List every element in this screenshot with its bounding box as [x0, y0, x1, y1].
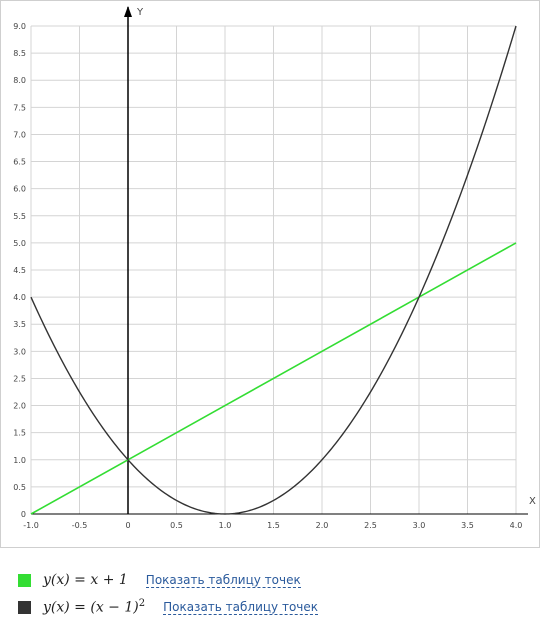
- y-tick-label-0: 0: [21, 510, 26, 519]
- x-axis-label: X: [529, 496, 536, 507]
- show-points-table-link-2[interactable]: Показать таблицу точек: [163, 599, 319, 615]
- x-tick-label-0: -1.0: [23, 521, 39, 530]
- y-tick-label-10: 5.0: [13, 239, 26, 248]
- y-tick-label-18: 9.0: [13, 22, 26, 31]
- y-tick-label-11: 5.5: [13, 212, 26, 221]
- y-axis-arrow: [124, 6, 132, 17]
- legend-item-1: y(x) = x + 1 Показать таблицу точек: [18, 569, 301, 591]
- legend-formula-1: y(x) = x + 1: [43, 572, 128, 588]
- x-tick-label-10: 4.0: [510, 521, 523, 530]
- x-tick-label-9: 3.5: [461, 521, 474, 530]
- x-tick-label-2: 0: [125, 521, 130, 530]
- legend-formula-2: y(x) = (x − 1)2: [43, 598, 146, 616]
- x-tick-label-4: 1.0: [219, 521, 232, 530]
- y-tick-label-17: 8.5: [13, 49, 26, 58]
- y-axis-label: Y: [136, 7, 144, 18]
- legend-item-2: y(x) = (x − 1)2 Показать таблицу точек: [18, 596, 319, 618]
- function-graph: X Y -1.0 -0.5 0 0.5 1.0 1.5 2.0 2.5 3.0 3.5 4.0 0 0.5 1…: [13, 6, 536, 530]
- y-tick-label-15: 7.5: [13, 103, 26, 112]
- y-tick-label-16: 8.0: [13, 76, 26, 85]
- x-tick-label-1: -0.5: [72, 521, 88, 530]
- y-tick-label-3: 1.5: [13, 429, 26, 438]
- y-tick-label-5: 2.5: [13, 374, 26, 383]
- y-tick-label-13: 6.5: [13, 158, 26, 167]
- legend-swatch-2: [18, 600, 31, 614]
- x-tick-label-6: 2.0: [316, 521, 329, 530]
- show-points-table-link-1[interactable]: Показать таблицу точек: [145, 572, 301, 588]
- y-tick-label-4: 2.0: [13, 402, 26, 411]
- series-line-1: [30, 242, 517, 515]
- y-tick-label-8: 4.0: [13, 293, 26, 302]
- y-tick-label-9: 4.5: [13, 266, 26, 275]
- y-tick-label-12: 6.0: [13, 185, 26, 194]
- plot-frame: X Y -1.0 -0.5 0 0.5 1.0 1.5 2.0 2.5 3.0 3.5 4.0 0 0.5 1…: [0, 0, 540, 548]
- y-tick-label-14: 7.0: [13, 130, 26, 139]
- x-tick-label-8: 3.0: [413, 521, 426, 530]
- x-tick-label-3: 0.5: [170, 521, 183, 530]
- series-line-2: [30, 25, 517, 515]
- legend-formula-2-exponent: 2: [138, 598, 146, 610]
- y-tick-label-2: 1.0: [13, 456, 26, 465]
- y-tick-label-1: 0.5: [13, 483, 26, 492]
- y-tick-label-6: 3.0: [13, 347, 26, 356]
- y-tick-label-7: 3.5: [13, 320, 26, 329]
- legend-swatch-1: [18, 573, 31, 587]
- x-tick-label-7: 2.5: [364, 521, 377, 530]
- x-tick-label-5: 1.5: [267, 521, 280, 530]
